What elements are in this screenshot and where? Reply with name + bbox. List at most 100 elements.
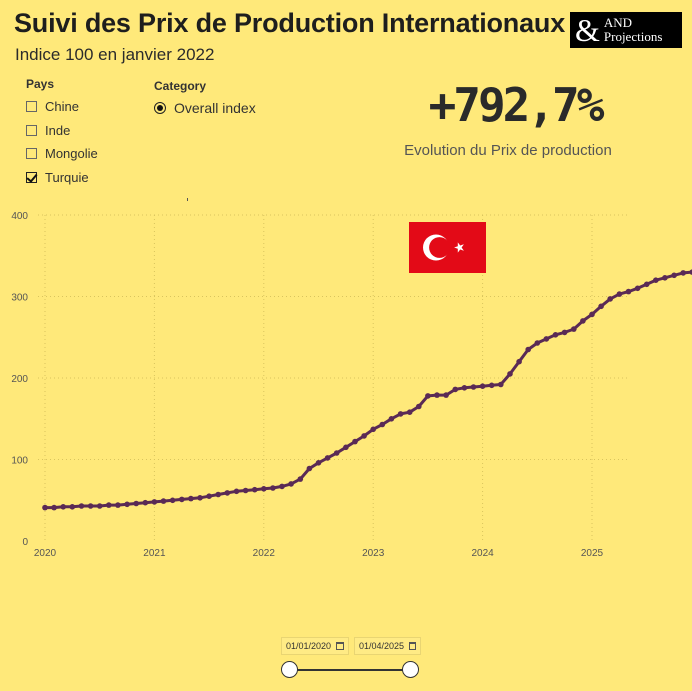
data-point[interactable] [115, 502, 121, 508]
data-point[interactable] [379, 421, 386, 428]
pays-option-label: Mongolie [45, 146, 98, 162]
data-point[interactable] [197, 495, 203, 501]
pays-option-label: Inde [45, 122, 71, 138]
data-point[interactable] [297, 476, 304, 482]
start-date-field[interactable]: 01/01/2020 [281, 637, 349, 655]
data-point[interactable] [124, 501, 130, 508]
y-tick-label: 300 [11, 293, 28, 304]
data-point[interactable] [507, 371, 513, 377]
data-point[interactable] [352, 438, 358, 445]
data-point[interactable] [306, 465, 313, 472]
page-title: Suivi des Prix de Production Internation… [14, 8, 566, 38]
data-point[interactable] [498, 381, 504, 388]
data-point[interactable] [160, 498, 167, 504]
data-point[interactable] [689, 269, 692, 275]
data-point[interactable] [671, 272, 677, 279]
data-point[interactable] [461, 385, 468, 391]
pays-option-mongolie[interactable]: Mongolie [26, 142, 98, 166]
data-point[interactable] [643, 281, 650, 288]
data-point[interactable] [406, 409, 413, 415]
data-point[interactable] [525, 346, 531, 353]
data-point[interactable] [343, 444, 349, 451]
data-point[interactable] [288, 481, 294, 487]
data-point[interactable] [616, 291, 623, 297]
category-filter-title: Category [154, 79, 207, 93]
end-date-field[interactable]: 01/04/2025 [354, 637, 421, 655]
data-point[interactable] [51, 504, 57, 511]
data-point[interactable] [543, 336, 550, 342]
checkbox-icon[interactable] [26, 124, 37, 136]
data-point[interactable] [251, 486, 258, 493]
data-point[interactable] [106, 502, 112, 508]
checkbox-icon[interactable] [26, 101, 37, 113]
data-point[interactable] [598, 303, 604, 310]
logo-line-1: AND [603, 15, 633, 30]
calendar-icon[interactable] [336, 642, 344, 650]
data-point[interactable] [607, 296, 613, 302]
data-point[interactable] [233, 488, 240, 495]
data-point[interactable] [151, 499, 158, 505]
data-point[interactable] [571, 326, 577, 332]
data-point[interactable] [443, 392, 449, 398]
data-point[interactable] [69, 504, 76, 510]
data-point[interactable] [488, 382, 495, 389]
data-point[interactable] [589, 311, 595, 318]
date-range-slider-track[interactable] [289, 669, 411, 671]
data-point[interactable] [425, 393, 431, 399]
data-point[interactable] [634, 285, 641, 292]
data-point[interactable] [680, 270, 686, 276]
date-slider-start-handle[interactable] [281, 661, 298, 678]
x-tick-label: 2021 [143, 548, 166, 559]
data-point[interactable] [370, 426, 377, 433]
data-point[interactable] [361, 433, 367, 439]
data-point[interactable] [188, 495, 194, 502]
data-point[interactable] [625, 288, 632, 295]
data-point[interactable] [470, 384, 477, 390]
data-point[interactable] [662, 275, 668, 281]
data-point[interactable] [169, 497, 176, 504]
data-point[interactable] [479, 383, 486, 389]
calendar-icon[interactable] [409, 642, 416, 650]
data-point[interactable] [224, 490, 231, 496]
checkbox-checked-icon[interactable] [26, 171, 37, 183]
data-point[interactable] [279, 483, 285, 490]
data-point[interactable] [580, 318, 586, 324]
data-point[interactable] [206, 493, 212, 500]
radio-selected-icon[interactable] [154, 102, 166, 114]
data-point[interactable] [552, 332, 559, 338]
data-point[interactable] [270, 485, 276, 491]
data-point[interactable] [333, 450, 340, 456]
y-tick-label: 400 [11, 211, 28, 222]
data-point[interactable] [261, 486, 267, 492]
and-projections-logo: & AND Projections [570, 12, 682, 48]
data-point[interactable] [179, 496, 185, 503]
data-point[interactable] [452, 386, 459, 393]
data-point[interactable] [516, 358, 522, 365]
data-point[interactable] [78, 503, 85, 509]
data-point[interactable] [653, 277, 659, 283]
pays-option-inde[interactable]: Inde [26, 119, 98, 143]
data-point[interactable] [133, 500, 139, 507]
data-point[interactable] [215, 491, 221, 498]
pays-option-turquie[interactable]: Turquie [26, 166, 98, 190]
data-point[interactable] [324, 455, 331, 461]
data-point[interactable] [315, 460, 322, 466]
data-point[interactable] [60, 504, 66, 510]
data-point[interactable] [87, 503, 94, 509]
data-point[interactable] [142, 499, 149, 506]
data-point[interactable] [416, 403, 422, 410]
data-point[interactable] [434, 392, 440, 398]
checkbox-icon[interactable] [26, 148, 37, 160]
data-point[interactable] [397, 411, 404, 417]
data-point[interactable] [42, 504, 48, 511]
date-slider-end-handle[interactable] [402, 661, 419, 678]
pays-option-chine[interactable]: Chine [26, 95, 98, 119]
data-point[interactable] [534, 340, 541, 346]
data-point[interactable] [96, 503, 103, 509]
data-point[interactable] [561, 329, 568, 336]
data-point[interactable] [242, 487, 249, 494]
page-subtitle: Indice 100 en janvier 2022 [15, 45, 215, 64]
data-point[interactable] [388, 416, 395, 422]
category-option-overall-index[interactable]: Overall index [154, 100, 256, 116]
logo-ampersand: & [575, 12, 600, 48]
